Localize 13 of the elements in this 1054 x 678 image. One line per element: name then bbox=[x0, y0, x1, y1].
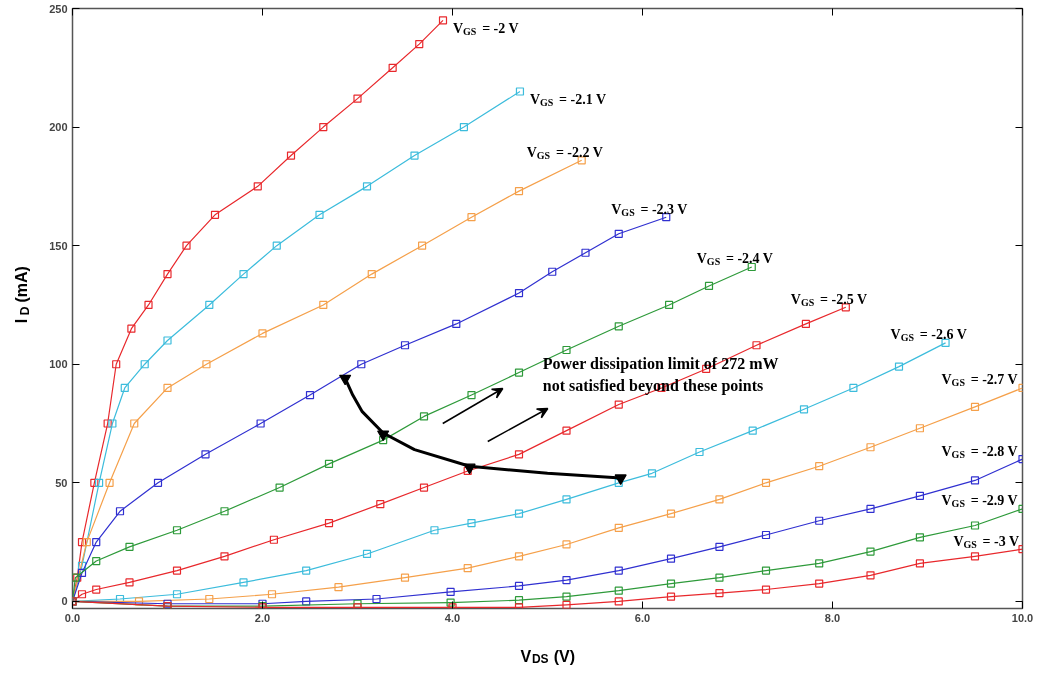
y-tick-label: 150 bbox=[49, 239, 68, 252]
y-tick-label: 250 bbox=[49, 2, 68, 15]
x-tick-label: 2.0 bbox=[254, 611, 271, 624]
x-tick-label: 8.0 bbox=[824, 611, 841, 624]
y-tick-label: 0 bbox=[61, 595, 68, 608]
x-tick-label: 0.0 bbox=[64, 611, 81, 624]
x-tick-label: 6.0 bbox=[634, 611, 651, 624]
y-tick-label: 100 bbox=[49, 358, 68, 371]
y-tick-label: 50 bbox=[55, 476, 68, 489]
x-tick-label: 10.0 bbox=[1011, 611, 1034, 624]
y-axis-title: ID (mA) bbox=[13, 266, 32, 324]
x-tick-label: 4.0 bbox=[444, 611, 461, 624]
y-tick-label: 200 bbox=[49, 121, 68, 134]
